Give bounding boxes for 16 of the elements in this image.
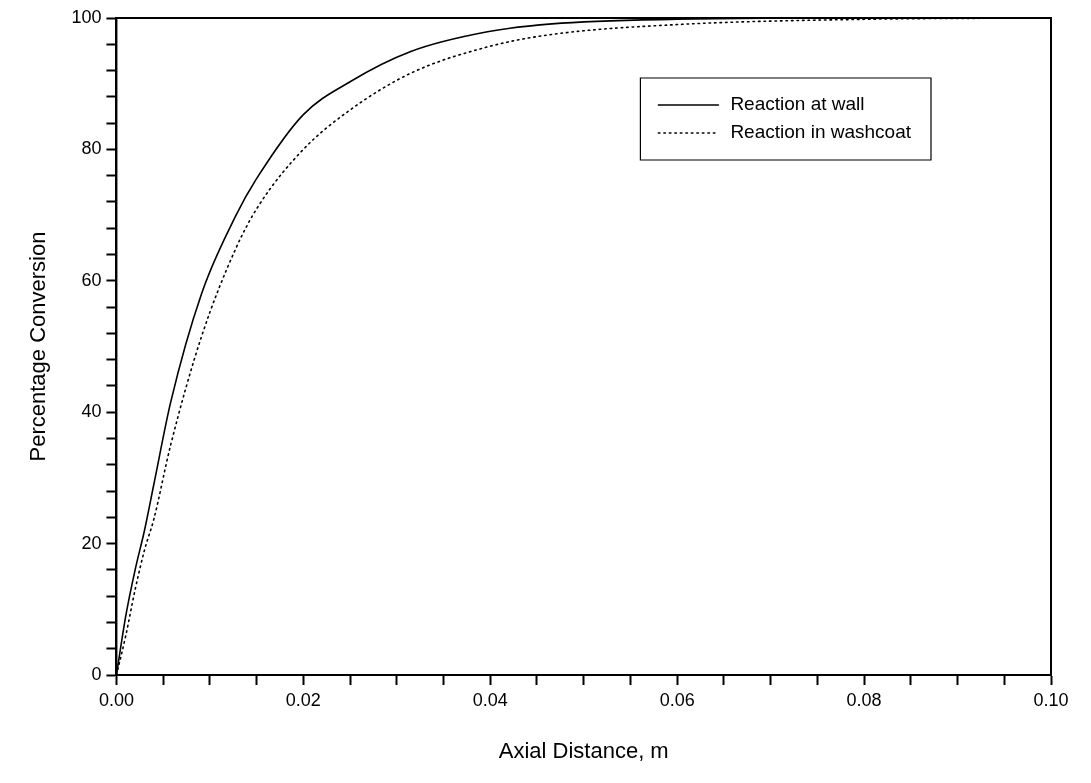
- x-tick-label: 0.10: [1033, 689, 1069, 710]
- y-tick-label: 0: [91, 663, 102, 684]
- y-tick-label: 20: [81, 532, 102, 553]
- x-tick-label: 0.00: [98, 689, 134, 710]
- y-tick-label: 80: [81, 138, 102, 159]
- x-tick-label: 0.02: [285, 689, 321, 710]
- legend-label: Reaction in washcoat: [730, 121, 912, 143]
- y-tick-label: 60: [81, 269, 102, 290]
- y-axis-title: Percentage Conversion: [25, 231, 51, 462]
- x-tick-label: 0.08: [846, 689, 882, 710]
- legend-label: Reaction at wall: [730, 93, 865, 115]
- x-tick-label: 0.04: [472, 689, 508, 710]
- y-tick-label: 100: [71, 6, 102, 27]
- x-tick-label: 0.06: [659, 689, 695, 710]
- y-tick-label: 40: [81, 401, 102, 422]
- x-axis-title: Axial Distance, m: [498, 737, 669, 763]
